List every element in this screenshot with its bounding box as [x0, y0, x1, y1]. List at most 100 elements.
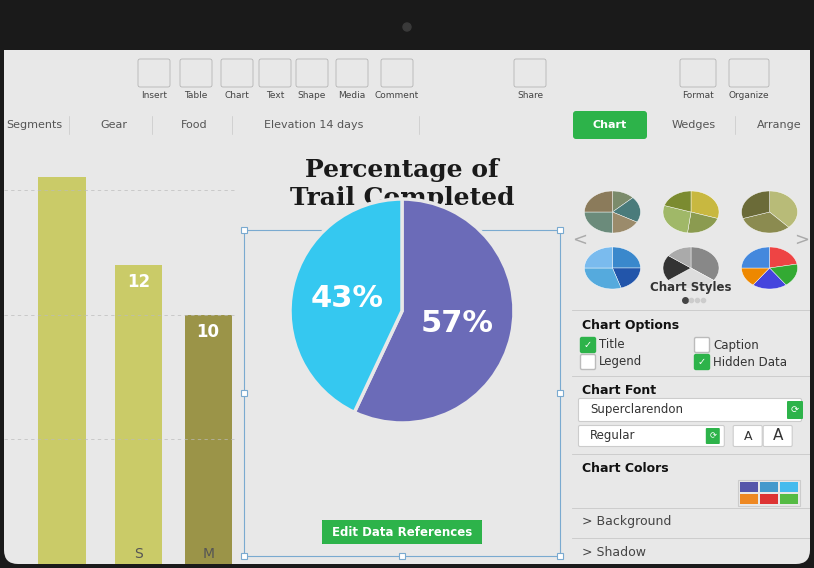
FancyBboxPatch shape	[138, 59, 170, 87]
FancyBboxPatch shape	[336, 59, 368, 87]
Bar	[740, 494, 758, 504]
FancyBboxPatch shape	[259, 59, 291, 87]
FancyBboxPatch shape	[706, 428, 720, 444]
Text: S: S	[134, 547, 143, 561]
FancyBboxPatch shape	[221, 59, 253, 87]
Text: Percentage of: Percentage of	[305, 158, 499, 182]
Polygon shape	[664, 191, 691, 212]
FancyBboxPatch shape	[733, 425, 762, 446]
Text: Chart Colors: Chart Colors	[582, 461, 668, 474]
Polygon shape	[753, 268, 786, 289]
Text: M: M	[202, 547, 214, 561]
Text: Caption: Caption	[713, 339, 759, 352]
Text: Organize: Organize	[729, 91, 769, 101]
FancyBboxPatch shape	[381, 59, 413, 87]
Text: Regular: Regular	[590, 429, 636, 442]
Polygon shape	[742, 247, 769, 268]
FancyBboxPatch shape	[4, 4, 810, 564]
Polygon shape	[743, 212, 789, 233]
Bar	[244, 230, 560, 556]
Text: A: A	[743, 429, 752, 442]
Polygon shape	[612, 247, 641, 268]
Text: 10: 10	[197, 323, 220, 341]
Polygon shape	[584, 268, 621, 289]
Text: > Background: > Background	[582, 516, 672, 528]
Polygon shape	[691, 191, 719, 219]
Text: Segments: Segments	[6, 120, 62, 130]
Bar	[557, 553, 563, 559]
Text: Comment: Comment	[375, 91, 419, 101]
Bar	[241, 390, 247, 396]
FancyBboxPatch shape	[296, 59, 328, 87]
Bar	[399, 553, 405, 559]
Polygon shape	[612, 268, 641, 288]
Text: Arrange: Arrange	[757, 120, 801, 130]
Text: Food: Food	[181, 120, 208, 130]
Bar	[399, 227, 405, 233]
Text: Elevation 14 days: Elevation 14 days	[265, 120, 364, 130]
Text: Trail Completed: Trail Completed	[290, 186, 514, 210]
Polygon shape	[668, 247, 691, 268]
FancyBboxPatch shape	[514, 59, 546, 87]
Circle shape	[403, 23, 411, 31]
Wedge shape	[354, 199, 514, 423]
Bar	[760, 494, 778, 504]
Polygon shape	[584, 191, 612, 212]
Text: Chart Options: Chart Options	[582, 319, 679, 332]
Text: Share: Share	[517, 91, 543, 101]
Text: 12: 12	[127, 273, 150, 291]
Text: 43%: 43%	[311, 284, 384, 314]
FancyBboxPatch shape	[764, 425, 792, 446]
Bar	[115, 265, 162, 564]
FancyBboxPatch shape	[579, 399, 802, 421]
Text: Superclarendon: Superclarendon	[590, 403, 683, 416]
Polygon shape	[584, 247, 612, 268]
Bar	[4, 4, 810, 50]
Polygon shape	[688, 212, 718, 233]
Polygon shape	[612, 198, 641, 222]
Bar	[557, 227, 563, 233]
Text: Hidden Data: Hidden Data	[713, 356, 787, 369]
Bar	[780, 494, 798, 504]
Text: Text: Text	[266, 91, 284, 101]
FancyBboxPatch shape	[580, 337, 596, 353]
Text: ⟳: ⟳	[791, 405, 799, 415]
Text: Table: Table	[184, 91, 208, 101]
Bar	[760, 482, 778, 492]
Text: Chart: Chart	[225, 91, 249, 101]
Text: Chart: Chart	[593, 120, 627, 130]
Polygon shape	[612, 212, 637, 233]
Text: Shape: Shape	[298, 91, 326, 101]
FancyBboxPatch shape	[680, 59, 716, 87]
Text: <: <	[572, 231, 588, 249]
Text: Legend: Legend	[599, 356, 642, 369]
FancyBboxPatch shape	[694, 354, 710, 370]
Polygon shape	[612, 191, 632, 212]
Text: Chart Styles: Chart Styles	[650, 282, 732, 294]
Bar	[241, 227, 247, 233]
FancyBboxPatch shape	[579, 425, 724, 446]
FancyBboxPatch shape	[180, 59, 212, 87]
FancyBboxPatch shape	[787, 401, 803, 419]
Text: Insert: Insert	[141, 91, 167, 101]
Bar	[557, 390, 563, 396]
FancyBboxPatch shape	[694, 337, 710, 353]
Text: Chart Font: Chart Font	[582, 383, 656, 396]
Polygon shape	[769, 247, 797, 268]
Bar	[38, 177, 85, 564]
FancyBboxPatch shape	[573, 111, 647, 139]
Text: ⟳: ⟳	[709, 432, 716, 441]
Bar	[241, 553, 247, 559]
Text: Title: Title	[599, 339, 624, 352]
Polygon shape	[584, 212, 612, 233]
Text: ✓: ✓	[698, 357, 706, 367]
Text: ✓: ✓	[584, 340, 592, 350]
Polygon shape	[668, 268, 714, 289]
Bar	[740, 482, 758, 492]
Polygon shape	[742, 191, 769, 219]
Text: >: >	[794, 231, 809, 249]
Text: Gear: Gear	[100, 120, 128, 130]
FancyBboxPatch shape	[729, 59, 769, 87]
Text: Edit Data References: Edit Data References	[332, 525, 472, 538]
Polygon shape	[663, 206, 691, 233]
